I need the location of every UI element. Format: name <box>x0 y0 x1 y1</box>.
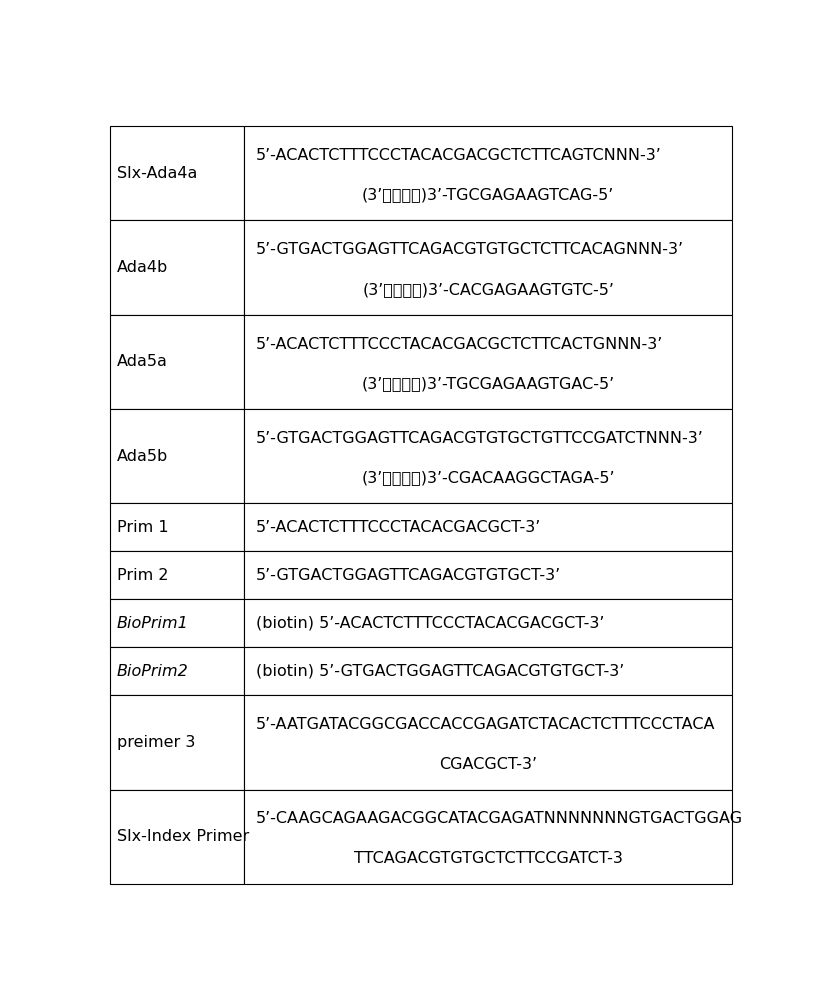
Text: preimer 3: preimer 3 <box>117 735 195 750</box>
Text: (3’氨基封闭)3’-CACGAGAAGTGTC-5’: (3’氨基封闭)3’-CACGAGAAGTGTC-5’ <box>363 282 614 297</box>
Text: Ada5b: Ada5b <box>117 449 168 464</box>
Bar <box>244 503 732 551</box>
Text: Slx-Index Primer: Slx-Index Primer <box>117 829 249 844</box>
Text: CGACGCT-3’: CGACGCT-3’ <box>439 757 537 772</box>
Text: Ada5a: Ada5a <box>117 354 168 369</box>
Text: 5’-GTGACTGGAGTTCAGACGTGTGCTGTTCCGATCTNNN-3’: 5’-GTGACTGGAGTTCAGACGTGTGCTGTTCCGATCTNNN… <box>256 431 704 446</box>
Text: 5’-ACACTCTTTCCCTACACGACGCTCTTCACTGNNN-3’: 5’-ACACTCTTTCCCTACACGACGCTCTTCACTGNNN-3’ <box>256 337 663 352</box>
Text: 5’-ACACTCTTTCCCTACACGACGCTCTTCAGTCNNN-3’: 5’-ACACTCTTTCCCTACACGACGCTCTTCAGTCNNN-3’ <box>256 148 661 163</box>
Text: 5’-GTGACTGGAGTTCAGACGTGTGCT-3’: 5’-GTGACTGGAGTTCAGACGTGTGCT-3’ <box>256 568 561 583</box>
Text: BioPrim1: BioPrim1 <box>117 616 188 631</box>
Bar <box>110 315 244 409</box>
Text: Prim 1: Prim 1 <box>117 520 169 535</box>
Text: BioPrim2: BioPrim2 <box>117 664 188 679</box>
Bar <box>244 790 732 884</box>
Text: 5’-CAAGCAGAAGACGGCATACGAGATNNNNNNNGTGACTGGAG: 5’-CAAGCAGAAGACGGCATACGAGATNNNNNNNGTGACT… <box>256 811 742 826</box>
Text: (biotin) 5’-GTGACTGGAGTTCAGACGTGTGCT-3’: (biotin) 5’-GTGACTGGAGTTCAGACGTGTGCT-3’ <box>256 664 624 679</box>
Bar <box>244 599 732 647</box>
Text: 5’-GTGACTGGAGTTCAGACGTGTGCTCTTCACAGNNN-3’: 5’-GTGACTGGAGTTCAGACGTGTGCTCTTCACAGNNN-3… <box>256 242 684 257</box>
Bar <box>110 409 244 503</box>
Text: Prim 2: Prim 2 <box>117 568 169 583</box>
Bar <box>110 126 244 220</box>
Bar <box>244 647 732 695</box>
Text: (3’氨基封闭)3’-TGCGAGAAGTCAG-5’: (3’氨基封闭)3’-TGCGAGAAGTCAG-5’ <box>362 188 614 203</box>
Bar <box>244 551 732 599</box>
Text: TTCAGACGTGTGCTCTTCCGATCT-3: TTCAGACGTGTGCTCTTCCGATCT-3 <box>353 851 622 866</box>
Text: 5’-AATGATACGGCGACCACCGAGATCTACACTCTTTCCCTACA: 5’-AATGATACGGCGACCACCGAGATCTACACTCTTTCCC… <box>256 717 715 732</box>
Bar <box>244 315 732 409</box>
Bar <box>244 409 732 503</box>
Bar <box>244 126 732 220</box>
Bar <box>110 220 244 315</box>
Bar <box>110 503 244 551</box>
Bar <box>110 647 244 695</box>
Text: (biotin) 5’-ACACTCTTTCCCTACACGACGCT-3’: (biotin) 5’-ACACTCTTTCCCTACACGACGCT-3’ <box>256 616 604 631</box>
Text: Ada4b: Ada4b <box>117 260 168 275</box>
Bar <box>110 551 244 599</box>
Bar <box>244 220 732 315</box>
Bar <box>244 695 732 790</box>
Bar <box>110 790 244 884</box>
Bar <box>110 695 244 790</box>
Bar <box>110 599 244 647</box>
Text: 5’-ACACTCTTTCCCTACACGACGCT-3’: 5’-ACACTCTTTCCCTACACGACGCT-3’ <box>256 520 541 535</box>
Text: Slx-Ada4a: Slx-Ada4a <box>117 166 197 181</box>
Text: (3’氨基封闭)3’-CGACAAGGCTAGA-5’: (3’氨基封闭)3’-CGACAAGGCTAGA-5’ <box>362 470 615 485</box>
Text: (3’氨基封闭)3’-TGCGAGAAGTGAC-5’: (3’氨基封闭)3’-TGCGAGAAGTGAC-5’ <box>362 376 615 391</box>
